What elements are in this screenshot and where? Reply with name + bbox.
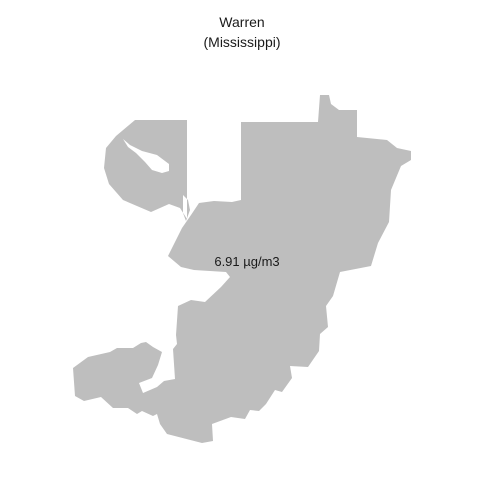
map-title-block: Warren (Mississippi) — [0, 12, 484, 52]
county-shape — [73, 95, 411, 443]
map-title: Warren — [219, 14, 265, 30]
map-value-label: 6.91 µg/m3 — [214, 254, 280, 269]
map-subtitle: (Mississippi) — [203, 34, 281, 50]
